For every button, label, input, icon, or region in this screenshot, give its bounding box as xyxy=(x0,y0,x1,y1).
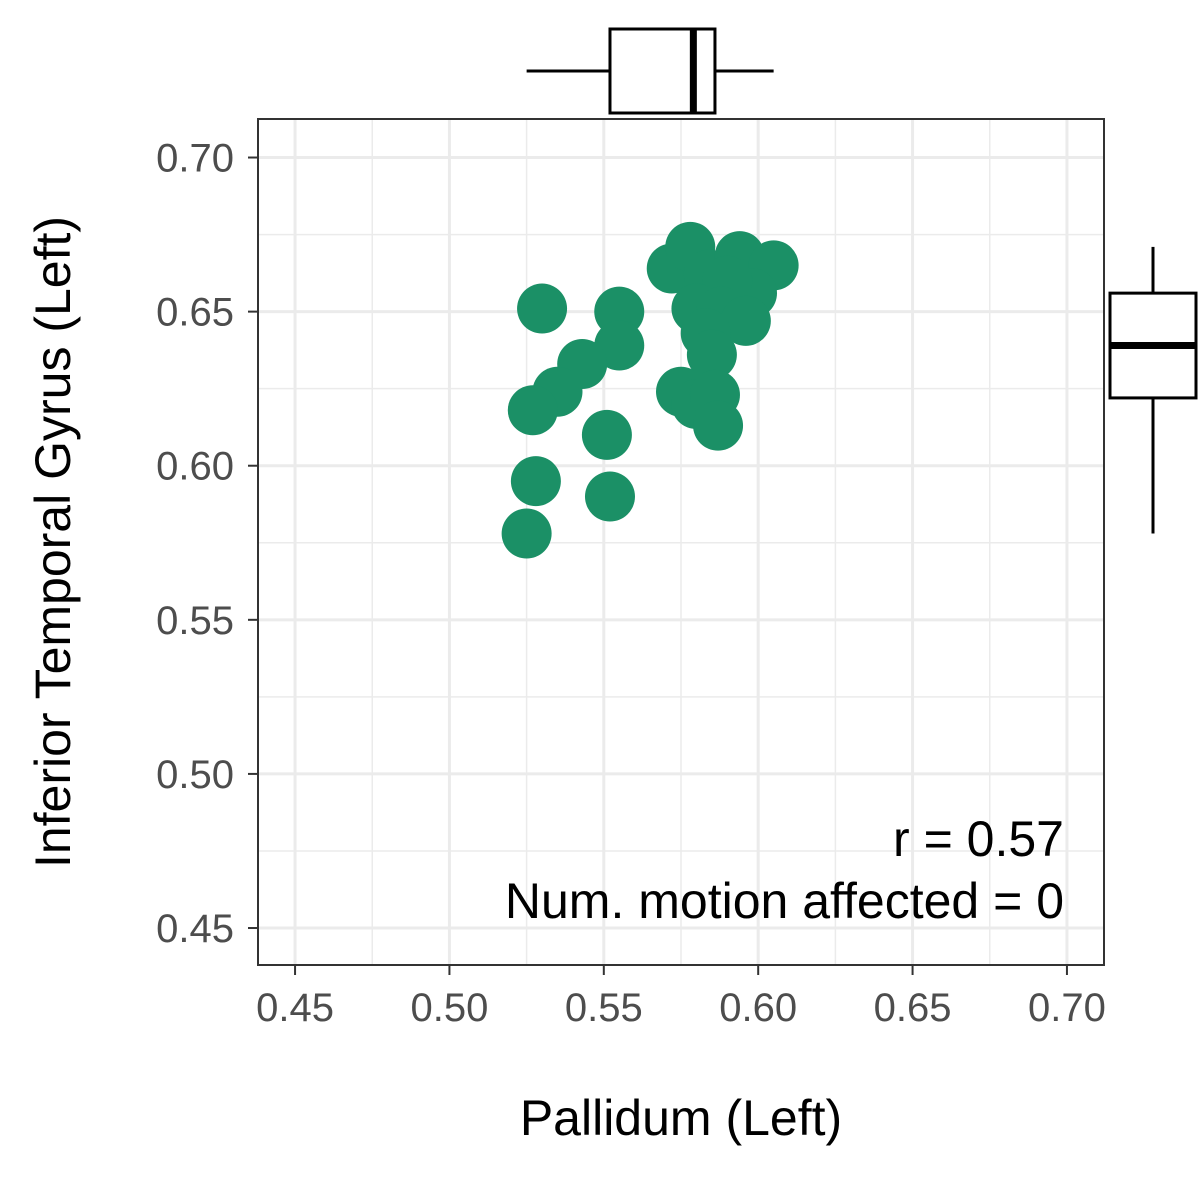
x-tick-label: 0.50 xyxy=(411,986,489,1030)
data-point xyxy=(693,400,744,451)
data-point xyxy=(507,385,558,436)
x-tick-label: 0.55 xyxy=(565,986,643,1030)
data-point xyxy=(510,456,561,507)
plot-border xyxy=(257,118,1105,966)
annotation-r-value: r = 0.57 xyxy=(893,811,1064,867)
annotation-motion-affected: Num. motion affected = 0 xyxy=(505,873,1064,929)
x-tick-label: 0.60 xyxy=(719,986,797,1030)
y-tick-label: 0.65 xyxy=(156,291,234,335)
data-point xyxy=(594,320,645,371)
x-tick-label: 0.45 xyxy=(256,986,334,1030)
y-tick-label: 0.60 xyxy=(156,445,234,489)
data-point xyxy=(720,295,771,346)
y-tick-label: 0.45 xyxy=(156,907,234,951)
data-point xyxy=(584,471,635,522)
x-boxplot-box xyxy=(608,27,717,115)
x-tick-label: 0.65 xyxy=(874,986,952,1030)
y-marginal-boxplot xyxy=(1108,246,1198,534)
y-tick-label: 0.70 xyxy=(156,137,234,181)
data-points xyxy=(501,221,799,559)
data-point xyxy=(581,409,632,460)
x-marginal-boxplot xyxy=(526,27,774,115)
x-axis-title: Pallidum (Left) xyxy=(520,1090,842,1146)
y-axis-ticks: 0.45 0.50 0.55 0.60 0.65 0.70 xyxy=(156,137,258,951)
y-tick-label: 0.55 xyxy=(156,599,234,643)
x-axis-ticks: 0.45 0.50 0.55 0.60 0.65 0.70 xyxy=(256,965,1106,1030)
x-tick-label: 0.70 xyxy=(1028,986,1106,1030)
data-point xyxy=(501,508,552,559)
data-point xyxy=(686,329,737,380)
data-point xyxy=(517,283,568,334)
y-axis-title: Inferior Temporal Gyrus (Left) xyxy=(25,216,81,868)
y-tick-label: 0.50 xyxy=(156,753,234,797)
